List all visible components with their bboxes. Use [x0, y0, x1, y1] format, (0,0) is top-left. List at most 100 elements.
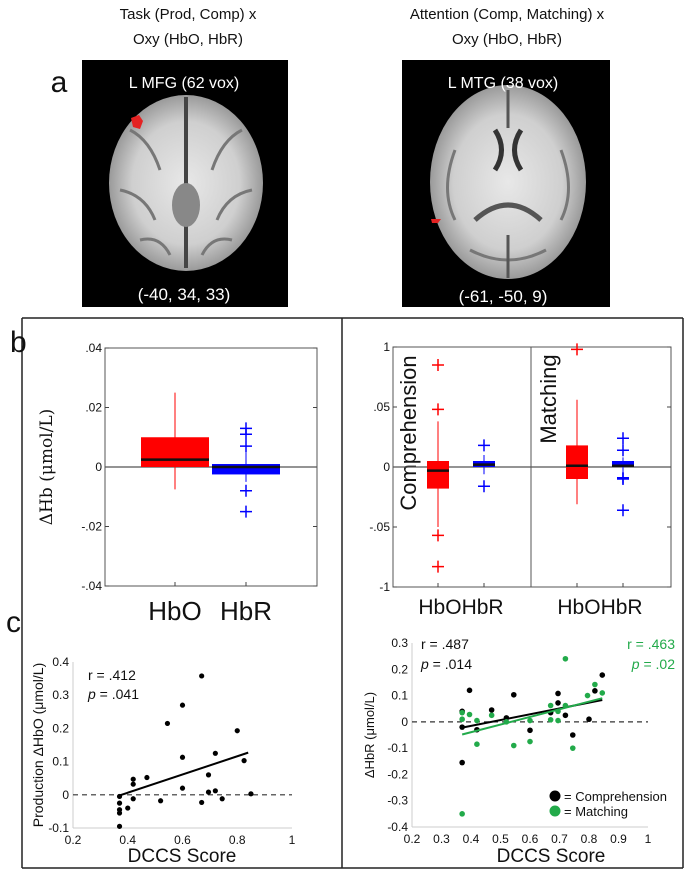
data-point — [144, 774, 150, 781]
outlier-marker — [478, 480, 490, 493]
y-tick-label: 0.1 — [391, 689, 408, 703]
boxplot-b-right: Comprehension Matching HbOHbR HbOHbR 1 .0… — [369, 340, 672, 619]
x-tick-label: 1 — [645, 832, 652, 846]
x-axis-label: DCCS Score — [497, 846, 606, 867]
x-tick-label: 0.7 — [551, 832, 568, 846]
box-iqr — [212, 464, 280, 475]
data-point — [569, 732, 576, 738]
scatter-c-right: ΔHbR (μmol/L) DCCS Score r = .487 p = .0… — [362, 636, 675, 867]
coords-label-left: (-40, 34, 33) — [138, 285, 231, 304]
panel-label-c: c — [6, 606, 21, 639]
data-point — [234, 728, 240, 734]
panel-label-a: a — [51, 66, 68, 99]
y-tick-label: -0.2 — [387, 767, 408, 781]
outlier-marker — [432, 403, 444, 416]
box-iqr — [566, 445, 588, 479]
regression-line — [461, 697, 603, 736]
outlier-marker — [571, 343, 583, 356]
data-point — [130, 776, 136, 782]
category-label-group2: HbOHbR — [557, 596, 642, 619]
y-tick-label: -0.4 — [387, 820, 408, 834]
x-tick-label: 1 — [289, 833, 296, 847]
region-label-left: L MFG (62 vox) — [129, 75, 240, 92]
stat-r: r = .412 — [88, 667, 136, 683]
series-production — [116, 673, 254, 829]
y-tick-label: -0.1 — [48, 821, 69, 835]
data-point — [592, 688, 598, 694]
data-point — [164, 720, 171, 727]
outlier-marker — [240, 484, 252, 497]
data-point — [474, 717, 480, 724]
y-tick-label: 0 — [401, 715, 408, 729]
data-point — [248, 791, 254, 797]
region-label-right: L MTG (38 vox) — [448, 75, 559, 92]
outlier-marker — [432, 529, 444, 542]
y-tick-label: 0.4 — [52, 655, 69, 669]
data-point — [179, 785, 186, 791]
data-point — [466, 711, 473, 718]
outlier-marker — [240, 428, 252, 441]
data-point — [125, 805, 131, 811]
data-point — [510, 691, 517, 698]
group-label-matching: Matching — [536, 354, 561, 443]
x-tick-label: 0.3 — [433, 832, 450, 846]
y-tick-label: .05 — [373, 400, 390, 414]
data-point — [212, 788, 218, 794]
y-tick-label: 0.2 — [52, 721, 69, 735]
data-point — [205, 789, 212, 795]
data-point — [488, 712, 495, 719]
box-hbo — [141, 392, 209, 490]
y-axis-label: ΔHbR (μmol/L) — [362, 692, 377, 778]
x-tick-label: 0.5 — [492, 832, 509, 846]
y-tick-label: -0.1 — [387, 741, 408, 755]
stat-p-label: p — [631, 656, 640, 672]
y-tick-label: 0 — [383, 460, 390, 474]
brain-image-right: L MTG (38 vox) (-61, -50, 9) — [402, 60, 610, 307]
category-label-hbo: HbO — [148, 596, 201, 626]
stat-p-label: p — [87, 686, 96, 702]
legend-label-matching: = Matching — [564, 804, 628, 819]
data-point — [459, 759, 465, 766]
outlier-marker — [432, 359, 444, 371]
data-point — [205, 772, 212, 778]
data-point — [116, 823, 123, 829]
category-label-hbr: HbR — [220, 596, 272, 626]
outlier-marker — [240, 505, 252, 518]
right-title-line1: Attention (Comp, Matching) x — [410, 6, 605, 23]
outlier-marker — [617, 473, 629, 485]
panel-frame — [21, 317, 684, 869]
data-point — [130, 796, 136, 802]
box-hbr-matching — [612, 432, 634, 517]
stat-p: p = .041 — [87, 686, 139, 702]
scatter-c-left: Production ΔHbO (μmol/L) DCCS Score r = … — [30, 655, 296, 867]
data-point — [459, 811, 465, 817]
data-point — [555, 700, 561, 706]
right-title-line2: Oxy (HbO, HbR) — [452, 31, 562, 48]
x-tick-label: 0.8 — [581, 832, 598, 846]
x-tick-label: 0.6 — [174, 833, 191, 847]
x-tick-label: 0.2 — [65, 833, 82, 847]
y-axis-label: ΔHb (μmol/L) — [37, 409, 57, 526]
y-tick-label: -.05 — [369, 520, 390, 534]
y-tick-label: -1 — [379, 580, 390, 594]
stat-p-label: p — [420, 656, 429, 672]
data-point — [527, 717, 533, 724]
box-hbo-comprehension — [427, 359, 449, 573]
outlier-marker — [432, 560, 444, 573]
data-point — [219, 796, 225, 802]
data-point — [241, 758, 247, 764]
y-tick-label: 0.3 — [52, 688, 69, 702]
stat-p-matching: p = .02 — [631, 656, 675, 672]
data-point — [459, 716, 465, 723]
data-point — [547, 716, 554, 723]
legend-marker-matching — [549, 805, 561, 817]
panel-a: a Task (Prod, Comp) x Oxy (HbO, HbR) Att… — [51, 6, 610, 307]
data-point — [158, 798, 164, 804]
data-point — [179, 702, 186, 708]
brain-image-left: L MFG (62 vox) (-40, 34, 33) — [82, 60, 288, 307]
stat-r-comprehension: r = .487 — [421, 636, 469, 652]
x-axis-label: DCCS Score — [128, 846, 237, 867]
y-tick-label: .02 — [85, 401, 102, 415]
left-title-line2: Oxy (HbO, HbR) — [133, 31, 243, 48]
